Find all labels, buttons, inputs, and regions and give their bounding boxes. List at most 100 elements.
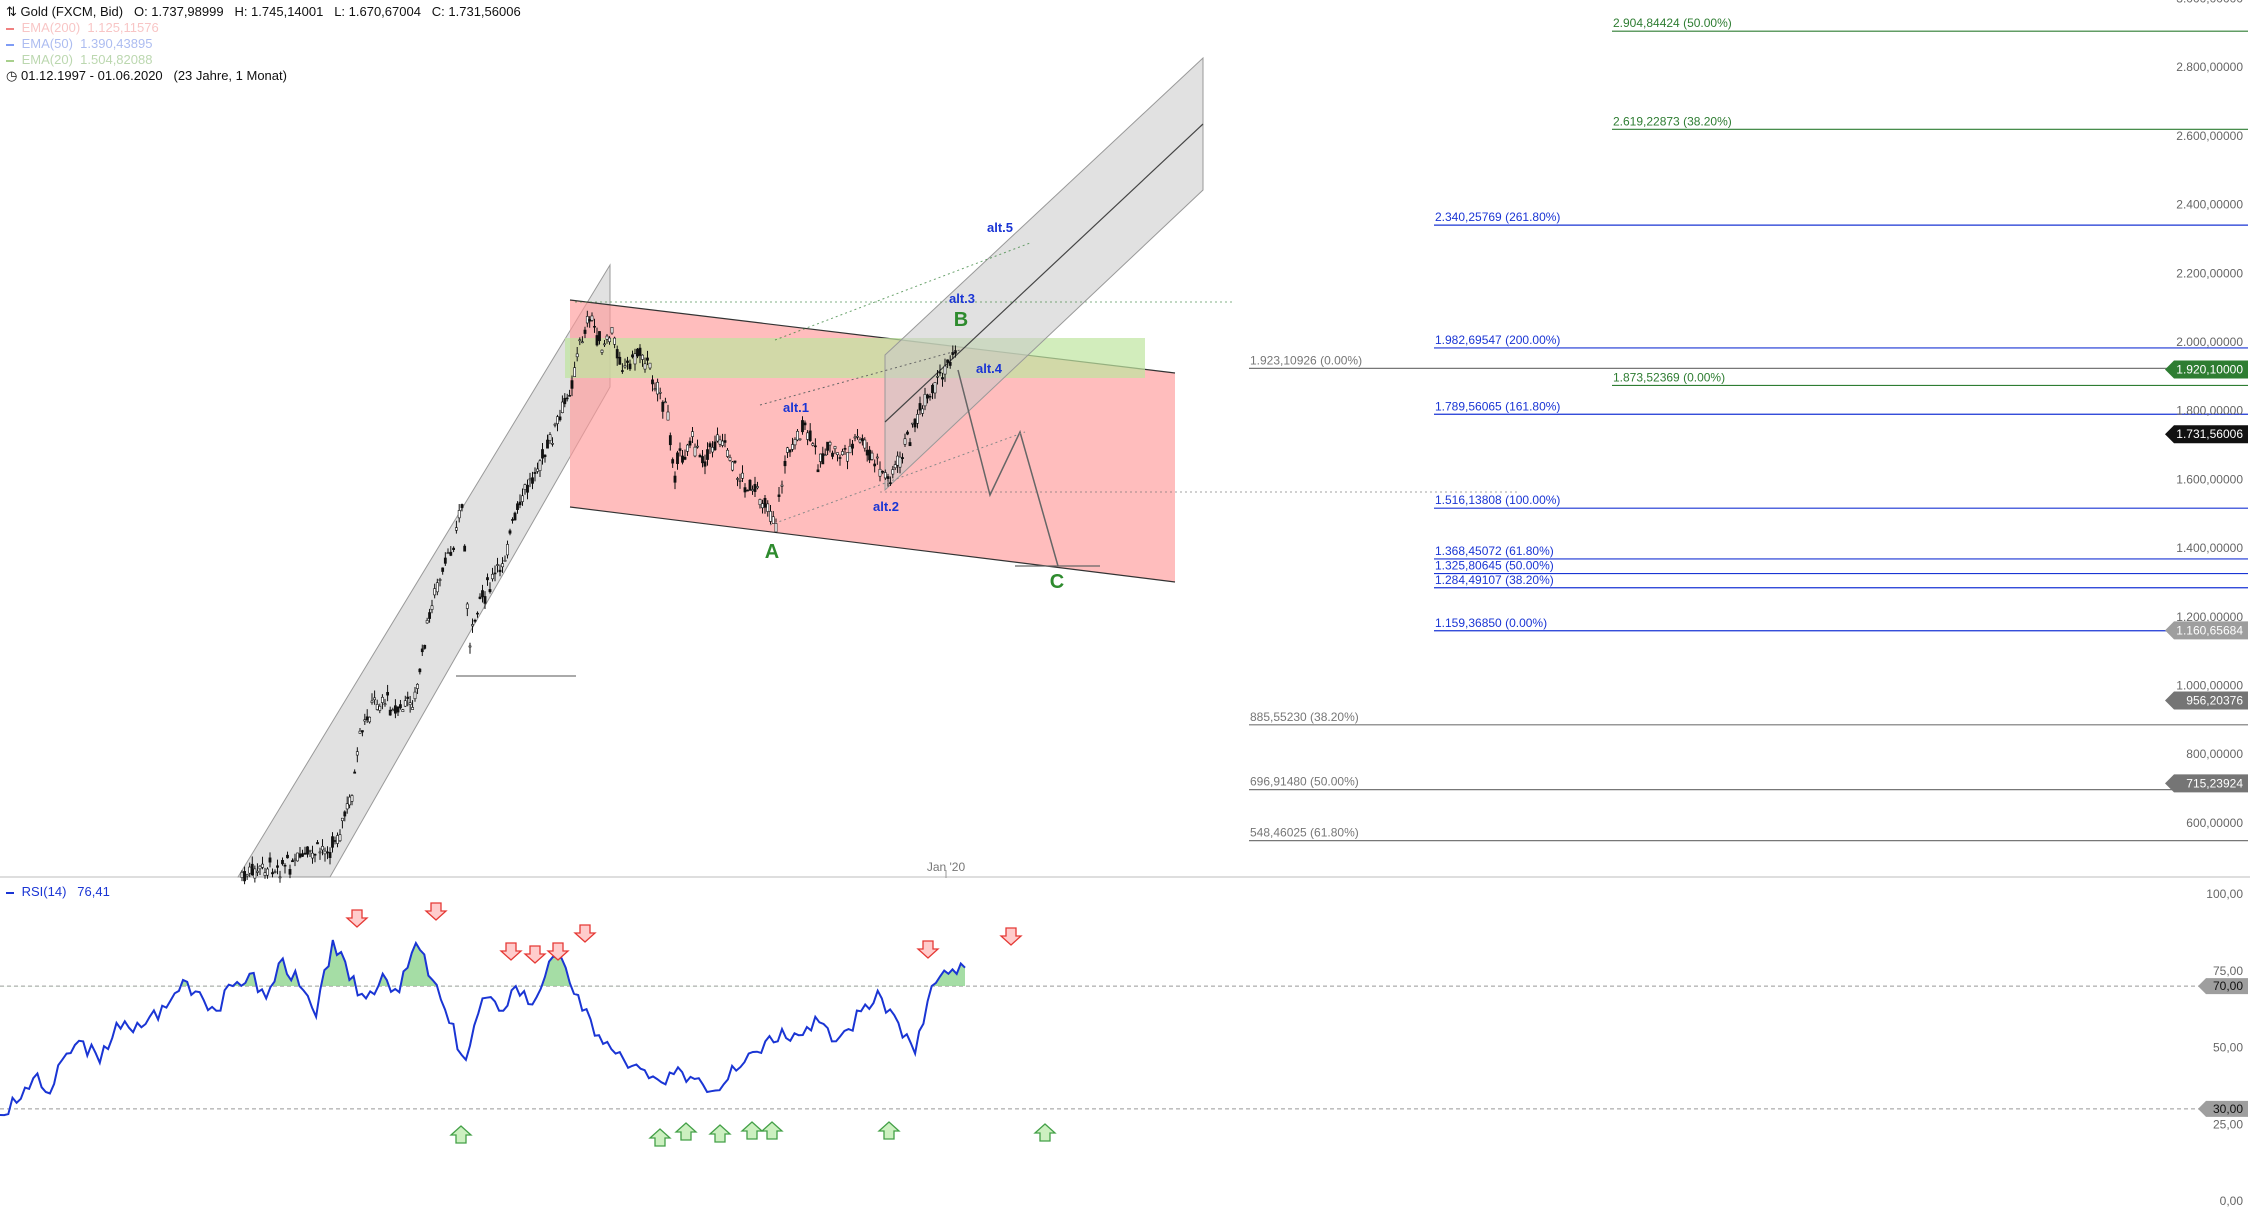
candle-body xyxy=(948,361,952,366)
wave-label-alt1: alt.1 xyxy=(783,400,809,415)
candle-body xyxy=(753,484,757,492)
candle-body xyxy=(741,472,744,479)
rising-channel-left xyxy=(237,263,611,878)
candle-body xyxy=(521,495,524,502)
candle-body xyxy=(838,457,842,459)
candle-body xyxy=(848,445,852,454)
fib-label-blue: 1.982,69547 (200.00%) xyxy=(1435,333,1560,347)
candle-body xyxy=(658,391,662,394)
candle-body xyxy=(288,869,292,875)
candle-body xyxy=(841,451,844,456)
candle-body xyxy=(783,460,787,467)
candle-body xyxy=(516,503,519,510)
candle-body xyxy=(736,478,739,480)
price-tick: 2.800,00000 xyxy=(2176,60,2243,74)
candle-body xyxy=(691,431,694,437)
candle-body xyxy=(316,842,319,845)
fib-label-green: 1.873,52369 (0.00%) xyxy=(1613,370,1725,384)
time-axis-label: Jan '20 xyxy=(927,860,966,874)
candle-body xyxy=(951,352,955,355)
candle-body xyxy=(468,645,472,648)
candle-body xyxy=(608,337,611,343)
indicator-ema200[interactable]: EMA(200) 1.125,11576 xyxy=(6,20,159,35)
candle-body xyxy=(769,511,772,522)
candle-body xyxy=(449,551,453,556)
wave-label-alt5: alt.5 xyxy=(987,220,1013,235)
candle-body xyxy=(590,315,594,321)
candle-body xyxy=(291,860,294,863)
candle-body xyxy=(595,335,599,346)
candle-body xyxy=(906,431,909,435)
candle-body xyxy=(903,438,907,445)
candle-body xyxy=(801,420,804,433)
candle-body xyxy=(493,572,497,575)
rsi-header[interactable]: RSI(14) 76,41 xyxy=(6,884,110,899)
buy-arrow-icon xyxy=(449,1125,473,1144)
candle-body xyxy=(563,397,567,405)
candle-body xyxy=(878,468,882,477)
candle-body xyxy=(573,367,577,377)
fib-label-blue: 1.516,13808 (100.00%) xyxy=(1435,493,1560,507)
candle-body xyxy=(941,377,944,380)
rsi-tick: 0,00 xyxy=(2220,1194,2244,1208)
candle-body xyxy=(383,703,387,706)
candle-body xyxy=(375,704,379,710)
candle-body xyxy=(901,457,904,460)
symbol-name: Gold (FXCM, Bid) xyxy=(20,4,124,19)
indicator-ema50[interactable]: EMA(50) 1.390,43895 xyxy=(6,36,152,51)
indicator-ema20[interactable]: EMA(20) 1.504,82088 xyxy=(6,52,152,67)
candle-body xyxy=(620,370,624,372)
candle-body xyxy=(870,452,874,460)
candle-body xyxy=(548,434,552,441)
candle-body xyxy=(568,395,572,397)
candle-body xyxy=(774,523,778,533)
candle-body xyxy=(258,865,262,870)
candle-body xyxy=(615,349,619,359)
candle-body xyxy=(261,863,264,868)
ema20-label: EMA(20) xyxy=(21,52,73,67)
candle-body xyxy=(728,457,732,461)
resistance-band-green xyxy=(565,338,1145,378)
wave-label-alt2: alt.2 xyxy=(873,499,899,514)
candle-body xyxy=(340,817,344,822)
ohlc-low: L: 1.670,67004 xyxy=(334,4,421,19)
candle-body xyxy=(618,356,622,365)
candle-body xyxy=(428,612,431,619)
candle-body xyxy=(908,442,912,447)
zone-lower-line xyxy=(569,506,1176,583)
candle-body xyxy=(331,836,334,848)
price-tick: 1.400,00000 xyxy=(2176,541,2243,555)
candle-body xyxy=(623,365,627,368)
candle-body xyxy=(875,456,879,459)
candle-body xyxy=(303,852,307,855)
candle-body xyxy=(250,863,254,876)
candle-body xyxy=(865,449,869,456)
candle-body xyxy=(301,853,304,857)
candle-body xyxy=(411,707,414,710)
candle-body xyxy=(701,456,704,464)
candle-body xyxy=(452,547,456,550)
candle-body xyxy=(911,422,914,425)
candle-body xyxy=(636,348,639,357)
candle-body xyxy=(653,388,657,390)
rsi-tick: 100,00 xyxy=(2206,887,2243,901)
candle-body xyxy=(816,469,820,473)
candle-body xyxy=(365,716,369,721)
candle-body xyxy=(688,440,692,446)
candle-body xyxy=(826,441,830,451)
candle-body xyxy=(828,442,832,446)
candle-body xyxy=(593,325,596,328)
rsi-overbought-fill xyxy=(180,940,965,987)
rsi-level-tag-label: 30,00 xyxy=(2213,1102,2243,1116)
candle-body xyxy=(391,709,395,712)
rsi-level-tag-label: 70,00 xyxy=(2213,979,2243,993)
candle-body xyxy=(338,834,342,842)
candle-body xyxy=(501,563,504,568)
candle-body xyxy=(628,363,632,370)
candle-body xyxy=(893,464,897,469)
candle-body xyxy=(293,858,297,861)
candle-body xyxy=(683,456,687,460)
candle-body xyxy=(921,408,924,414)
candle-body xyxy=(610,327,614,334)
